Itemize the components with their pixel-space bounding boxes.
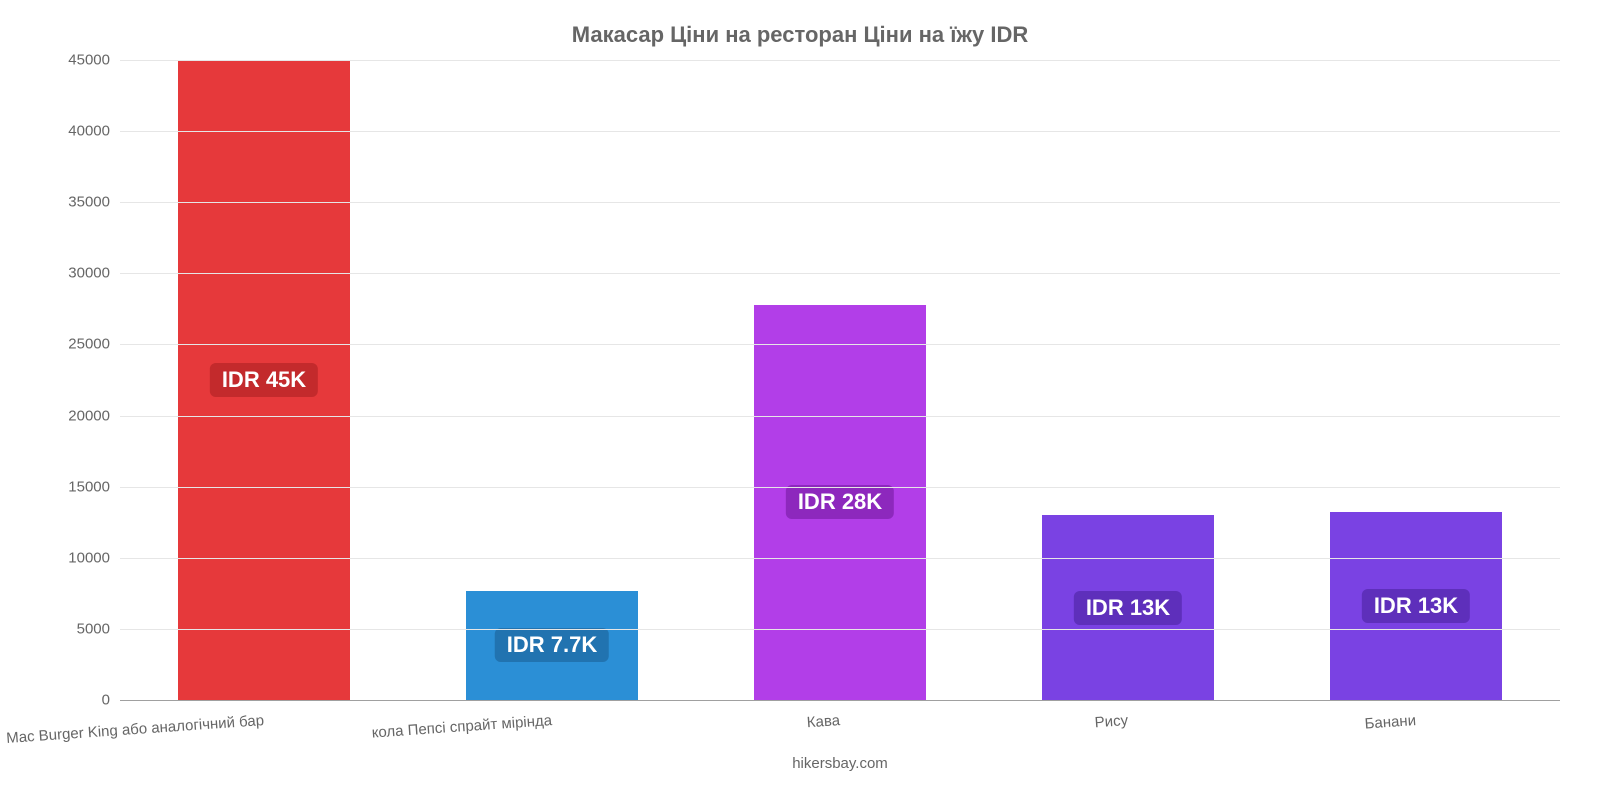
bars-layer: IDR 45K IDR 7.7K IDR 28K IDR 13K IDR 13K [120,60,1560,700]
gridline [120,700,1560,701]
y-tick-label: 20000 [50,407,110,424]
gridline [120,273,1560,274]
x-tick-label: Банани [1364,712,1417,733]
bar-value-label: IDR 7.7K [495,628,609,662]
y-tick-label: 30000 [50,265,110,282]
y-tick-label: 5000 [50,620,110,637]
gridline [120,60,1560,61]
y-tick-label: 35000 [50,194,110,211]
x-tick-label: Рису [1094,712,1128,731]
plot-area: IDR 45KIDR 7.7KIDR 28KIDR 13KIDR 13K 050… [120,60,1560,700]
x-tick-label: Кава [806,712,840,731]
gridline [120,344,1560,345]
y-tick-label: 10000 [50,549,110,566]
y-tick-label: 45000 [50,52,110,69]
bar-value-label: IDR 13K [1074,591,1182,625]
x-tick-label: Mac Burger King або аналогічний бар [6,712,265,747]
gridline [120,487,1560,488]
gridline [120,629,1560,630]
bar-value-label: IDR 28K [786,485,894,519]
credit-text: hikersbay.com [792,755,888,772]
y-tick-label: 0 [50,692,110,709]
gridline [120,416,1560,417]
y-tick-label: 15000 [50,478,110,495]
gridline [120,131,1560,132]
chart-title: Макасар Ціни на ресторан Ціни на їжу IDR [0,0,1600,48]
x-tick-label: кола Пепсі спрайт мірінда [371,712,552,742]
bar-value-label: IDR 45K [210,363,318,397]
gridline [120,558,1560,559]
y-tick-label: 40000 [50,123,110,140]
bar-chart: Макасар Ціни на ресторан Ціни на їжу IDR… [0,0,1600,800]
bar-value-label: IDR 13K [1362,589,1470,623]
y-tick-label: 25000 [50,336,110,353]
gridline [120,202,1560,203]
